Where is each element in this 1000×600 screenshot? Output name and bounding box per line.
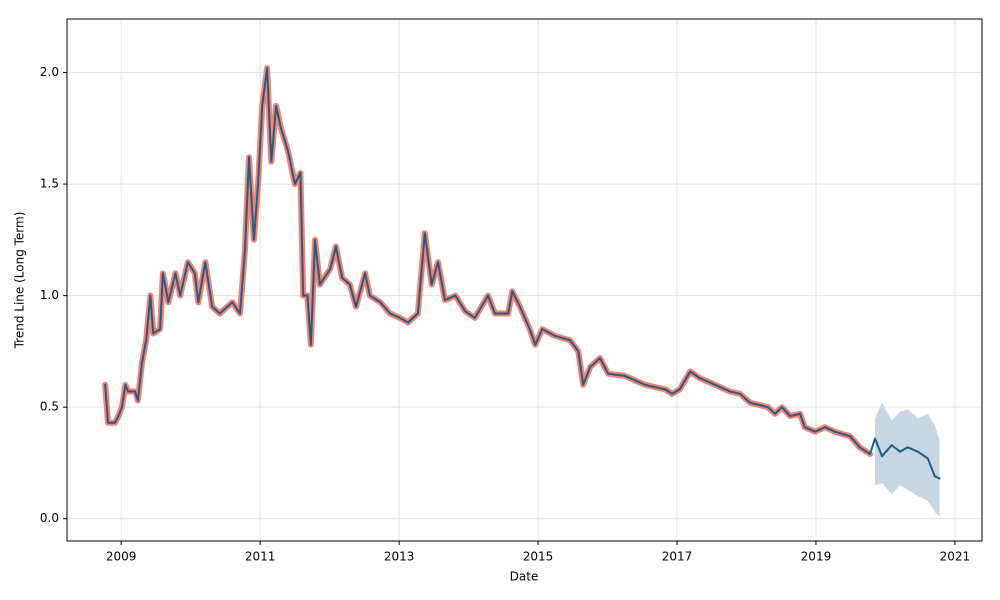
uncertainty-band — [875, 402, 940, 517]
x-tick-label: 2021 — [940, 550, 971, 564]
y-tick-label: 0.5 — [40, 400, 59, 414]
grid — [67, 19, 982, 541]
y-tick-label: 1.0 — [40, 288, 59, 302]
x-tick-label: 2011 — [245, 550, 276, 564]
x-tick-label: 2013 — [384, 550, 415, 564]
x-axis-label: Date — [510, 570, 539, 584]
trend-line — [104, 67, 941, 480]
ticks: 2009 2011 2013 2015 2017 2019 2021 0.0 0.5 1.0 1.5… — [40, 65, 970, 563]
y-tick-label: 1.5 — [40, 177, 59, 191]
x-tick-label: 2017 — [662, 550, 693, 564]
x-tick-label: 2019 — [801, 550, 832, 564]
y-tick-label: 0.0 — [40, 511, 59, 525]
x-tick-label: 2015 — [523, 550, 554, 564]
x-tick-label: 2009 — [106, 550, 137, 564]
y-tick-label: 2.0 — [40, 65, 59, 79]
plot — [102, 65, 941, 517]
plot-frame — [66, 18, 983, 542]
y-axis-label: Trend Line (Long Term) — [13, 212, 27, 350]
